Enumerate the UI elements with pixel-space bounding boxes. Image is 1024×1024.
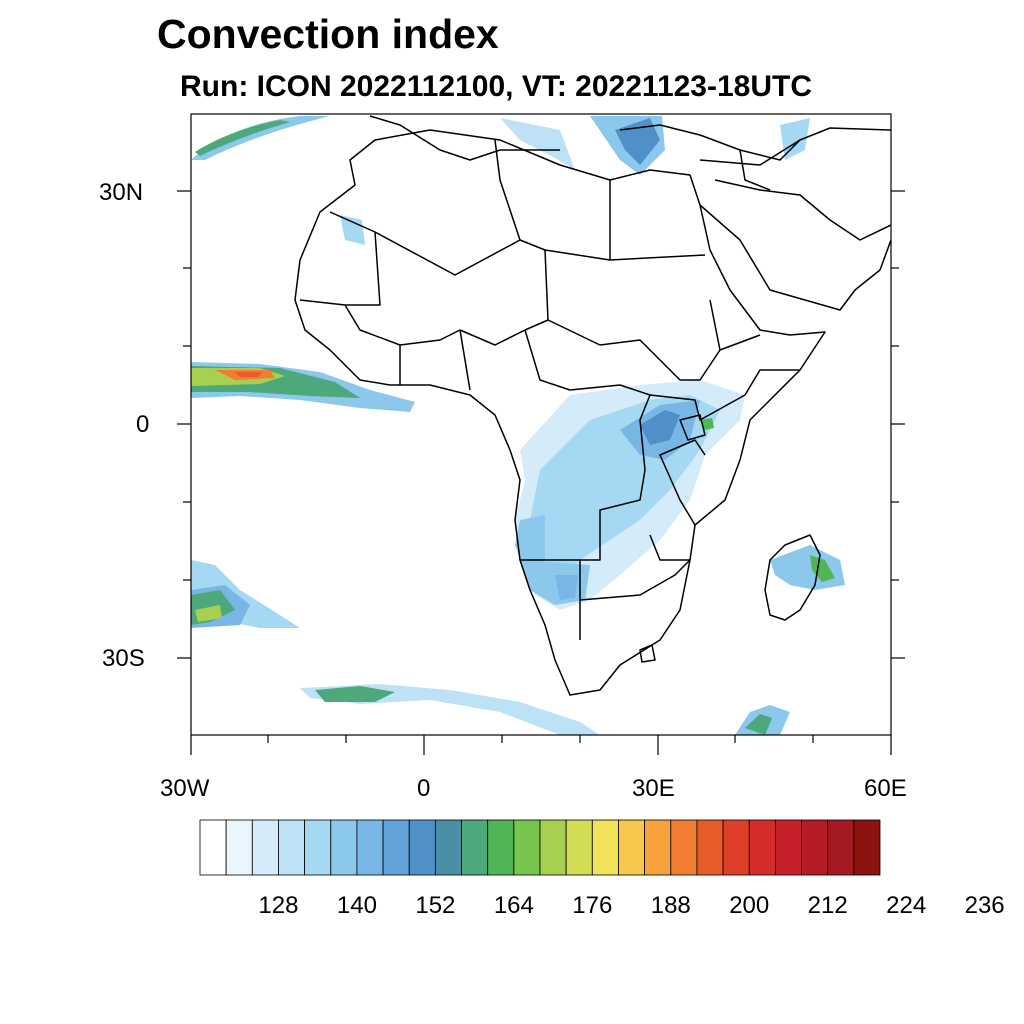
lon-label-30e: 30E xyxy=(632,775,675,802)
colorbar-swatch xyxy=(539,819,567,876)
coast-lake-victoria xyxy=(679,414,706,441)
colorbar-swatch xyxy=(513,819,541,876)
border-horn-africa xyxy=(719,334,800,396)
border-sahara-west xyxy=(299,211,381,306)
colorbar-swatch xyxy=(461,819,489,876)
border-east-africa xyxy=(649,394,746,526)
lon-label-30w: 30W xyxy=(160,775,210,802)
lat-label-30n: 30N xyxy=(99,179,144,206)
colorbar-swatch xyxy=(356,819,384,876)
coast-madagascar xyxy=(764,534,821,621)
convection-area-sahara xyxy=(340,215,365,245)
colorbar-swatch xyxy=(565,819,593,876)
convection-field xyxy=(191,116,845,735)
colorbar-swatch xyxy=(408,819,436,876)
coast-lesotho xyxy=(639,644,656,663)
border-chad-car xyxy=(547,299,721,381)
colorbar-swatch xyxy=(696,819,724,876)
border-west-africa xyxy=(344,304,471,391)
colorbar-swatch xyxy=(278,819,306,876)
colorbar-label: 212 xyxy=(808,892,848,919)
plot-frame xyxy=(190,113,892,736)
colorbar-swatch xyxy=(827,819,855,876)
chart-subtitle: Run: ICON 2022112100, VT: 20221123-18UTC xyxy=(180,70,813,103)
colorbar-swatch xyxy=(801,819,829,876)
convection-area-levant xyxy=(780,118,810,160)
convection-max-atlantic-itcz xyxy=(235,372,262,377)
border-sudan xyxy=(494,139,706,261)
border-congo xyxy=(520,329,651,561)
lat-label-30s: 30S xyxy=(102,645,145,672)
axis-ticks xyxy=(177,190,905,755)
colorbar-swatch xyxy=(591,819,619,876)
colorbar-label: 128 xyxy=(258,892,298,919)
convection-core-south-indian xyxy=(745,714,772,735)
colorbar-swatch xyxy=(225,819,253,876)
colorbar-label: 140 xyxy=(337,892,377,919)
border-mali-niger xyxy=(374,231,549,346)
colorbar: 128 140 152 164 176 188 200 212 224 236 xyxy=(199,819,1005,919)
lat-label-eq: 0 xyxy=(136,411,150,438)
convection-area-nw-atlantic xyxy=(191,116,330,160)
colorbar-swatch xyxy=(644,819,672,876)
colorbar-swatch xyxy=(251,819,279,876)
colorbar-swatch xyxy=(487,819,515,876)
lon-label-0: 0 xyxy=(417,775,431,802)
convection-area-mediterranean xyxy=(500,118,575,170)
colorbar-label: 236 xyxy=(965,892,1005,919)
colorbar-swatch xyxy=(618,819,646,876)
convection-area-madagascar xyxy=(770,545,845,590)
convection-core-nw-atlantic xyxy=(195,120,290,156)
colorbar-label: 224 xyxy=(886,892,926,919)
convection-core-southern-africa xyxy=(555,575,578,600)
colorbar-swatch xyxy=(434,819,462,876)
colorbar-label: 200 xyxy=(729,892,769,919)
colorbar-label: 188 xyxy=(651,892,691,919)
colorbar-swatch xyxy=(748,819,776,876)
colorbar-swatch xyxy=(304,819,332,876)
colorbar-swatch xyxy=(330,819,358,876)
convection-peak-sw-atlantic xyxy=(195,605,222,622)
coast-arabian-peninsula xyxy=(699,179,891,311)
colorbar-label: 176 xyxy=(572,892,612,919)
border-levant xyxy=(699,139,801,191)
colorbar-swatch xyxy=(722,819,750,876)
convection-core-south-atlantic xyxy=(315,686,395,702)
coastlines-borders xyxy=(294,115,891,696)
colorbar-swatch xyxy=(382,819,410,876)
colorbar-swatch xyxy=(199,819,227,876)
colorbar-label: 164 xyxy=(494,892,534,919)
colorbar-swatch xyxy=(853,819,881,876)
lon-label-60e: 60E xyxy=(864,775,907,802)
convection-core-central-africa xyxy=(640,410,680,445)
colorbar-label: 152 xyxy=(415,892,455,919)
border-southern-africa xyxy=(579,534,691,640)
convection-area-angola-coast xyxy=(515,515,545,570)
coast-mediterranean-north xyxy=(369,115,891,161)
convection-core-madagascar xyxy=(810,555,835,582)
colorbar-swatch xyxy=(670,819,698,876)
colorbar-swatch xyxy=(774,819,802,876)
chart-title: Convection index xyxy=(157,11,499,57)
